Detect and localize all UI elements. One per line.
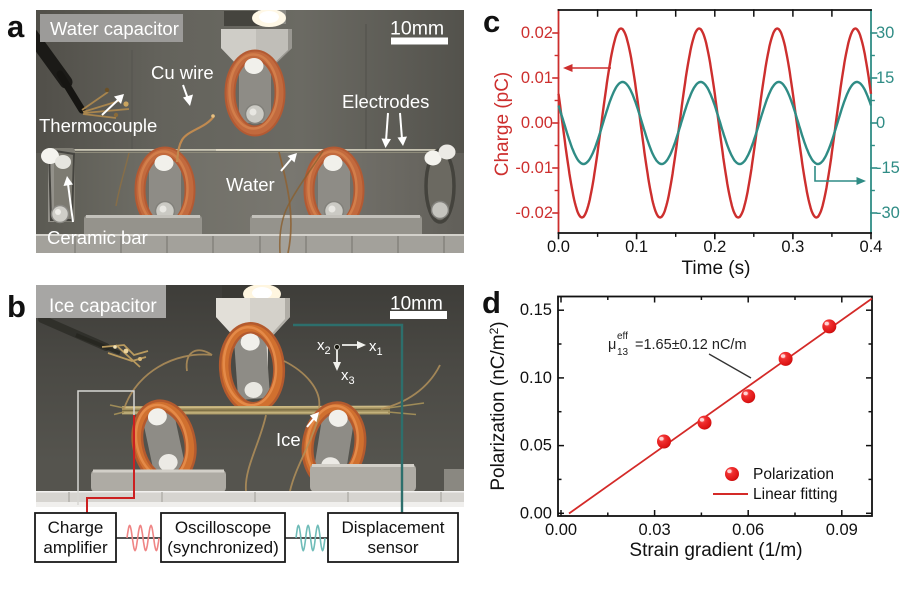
svg-text:Oscilloscope: Oscilloscope: [175, 518, 271, 537]
svg-text:0.4: 0.4: [860, 238, 883, 256]
svg-text:Thermocouple: Thermocouple: [39, 115, 157, 136]
svg-text:μ: μ: [608, 337, 616, 353]
svg-text:10mm: 10mm: [390, 18, 444, 40]
svg-text:0: 0: [876, 114, 885, 132]
svg-text:0.10: 0.10: [520, 369, 552, 387]
svg-text:-15: -15: [876, 159, 900, 177]
svg-text:d: d: [482, 285, 501, 320]
svg-text:Water: Water: [226, 174, 275, 195]
svg-text:Strain gradient (1/m): Strain gradient (1/m): [629, 540, 802, 561]
svg-text:b: b: [7, 289, 26, 324]
svg-text:0.0: 0.0: [547, 238, 570, 256]
svg-text:Displacement: Displacement: [342, 518, 445, 537]
svg-text:-30: -30: [876, 204, 900, 222]
svg-text:Cu wire: Cu wire: [151, 62, 214, 83]
svg-text:0.09: 0.09: [826, 521, 858, 539]
svg-text:Charge (pC): Charge (pC): [492, 72, 513, 177]
svg-text:-0.02: -0.02: [515, 204, 553, 222]
svg-text:13: 13: [617, 347, 629, 358]
svg-text:0.03: 0.03: [639, 521, 671, 539]
svg-text:0.00: 0.00: [545, 521, 577, 539]
svg-text:Water capacitor: Water capacitor: [50, 18, 179, 39]
svg-text:0.01: 0.01: [521, 69, 553, 87]
svg-text:Polarization: Polarization: [753, 466, 834, 483]
svg-text:c: c: [483, 4, 500, 39]
svg-text:eff: eff: [617, 331, 628, 342]
svg-text:Ice capacitor: Ice capacitor: [49, 296, 157, 317]
svg-text:0.2: 0.2: [703, 238, 726, 256]
svg-text:Ice: Ice: [276, 429, 301, 450]
svg-text:0.05: 0.05: [520, 437, 552, 455]
svg-text:(synchronized): (synchronized): [167, 538, 279, 557]
svg-text:30: 30: [876, 24, 894, 42]
svg-text:0.00: 0.00: [520, 504, 552, 522]
svg-text:-0.01: -0.01: [515, 159, 553, 177]
svg-text:Linear fitting: Linear fitting: [753, 486, 837, 503]
svg-text:0.15: 0.15: [520, 301, 552, 319]
svg-text:sensor: sensor: [367, 538, 418, 557]
svg-text:Charge: Charge: [48, 518, 104, 537]
svg-text:0.3: 0.3: [781, 238, 804, 256]
svg-text:0.02: 0.02: [521, 24, 553, 42]
svg-text:0.1: 0.1: [625, 238, 648, 256]
svg-text:Electrodes: Electrodes: [342, 91, 429, 112]
svg-text:10mm: 10mm: [390, 294, 443, 315]
svg-text:Polarization (nC/m2): Polarization (nC/m2): [487, 321, 509, 490]
svg-text:Ceramic bar: Ceramic bar: [47, 227, 148, 248]
svg-text:a: a: [7, 9, 25, 44]
svg-text:Time (s): Time (s): [682, 258, 751, 279]
svg-text:0.00: 0.00: [521, 114, 553, 132]
svg-text:amplifier: amplifier: [43, 538, 108, 557]
svg-text:0.06: 0.06: [732, 521, 764, 539]
svg-text:=1.65±0.12 nC/m: =1.65±0.12 nC/m: [635, 337, 747, 353]
svg-text:15: 15: [876, 69, 894, 87]
